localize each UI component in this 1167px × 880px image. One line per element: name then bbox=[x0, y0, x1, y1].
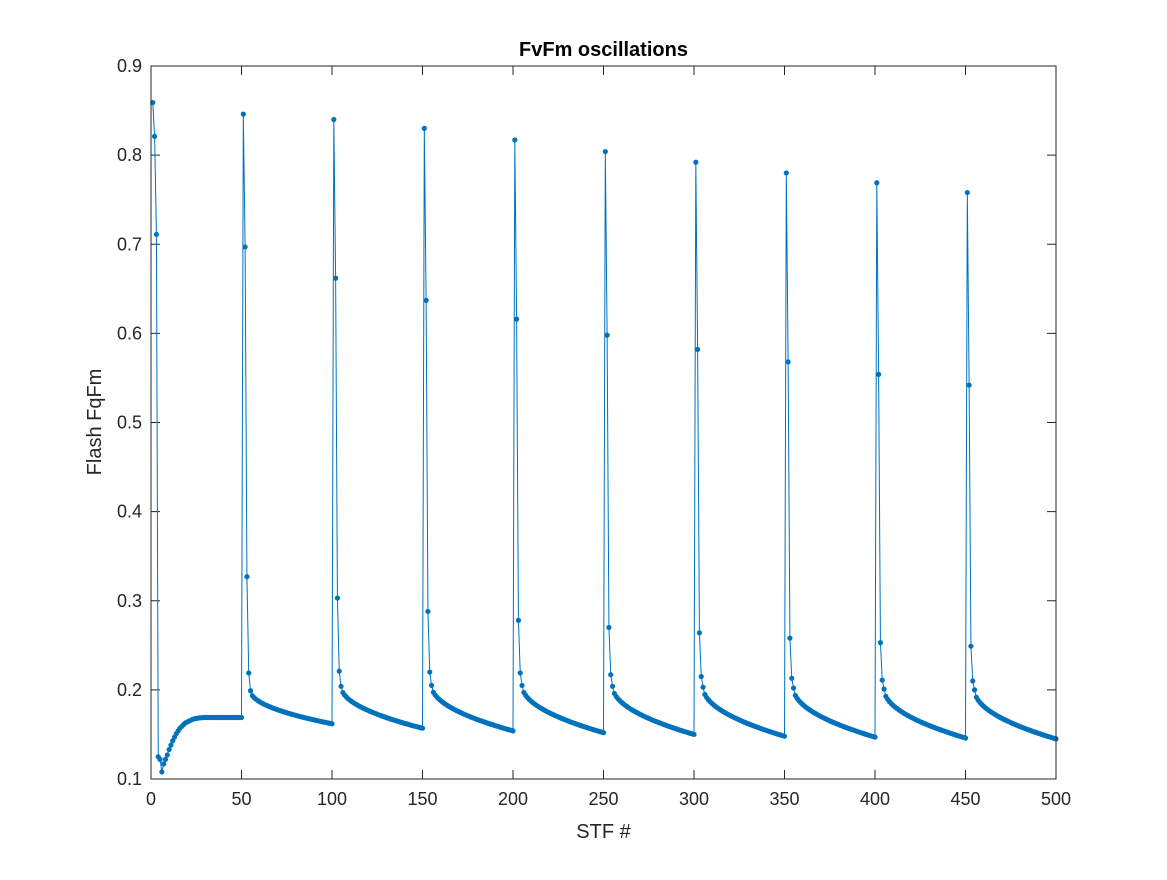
data-point bbox=[971, 687, 978, 693]
data-point bbox=[419, 725, 426, 731]
data-point bbox=[700, 684, 706, 690]
data-point bbox=[964, 189, 970, 196]
data-point bbox=[789, 675, 795, 681]
y-tick-label: 0.4 bbox=[117, 502, 142, 522]
x-tick-label: 450 bbox=[950, 789, 980, 809]
data-point bbox=[519, 682, 525, 689]
y-tick-label: 0.3 bbox=[117, 591, 142, 611]
data-point bbox=[693, 159, 699, 165]
data-point bbox=[785, 359, 791, 365]
data-point bbox=[970, 678, 976, 684]
data-point bbox=[238, 714, 245, 721]
data-point bbox=[602, 148, 608, 155]
data-point bbox=[881, 686, 887, 692]
data-point bbox=[421, 125, 427, 131]
x-tick-label: 50 bbox=[231, 789, 251, 809]
x-tick-label: 500 bbox=[1041, 789, 1071, 809]
data-point bbox=[609, 683, 616, 689]
x-tick-label: 200 bbox=[498, 789, 528, 809]
data-point bbox=[153, 231, 160, 238]
data-point bbox=[696, 630, 703, 636]
data-point bbox=[962, 735, 969, 741]
y-tick-label: 0.8 bbox=[117, 145, 142, 165]
data-point bbox=[877, 640, 884, 646]
data-point bbox=[879, 677, 885, 683]
data-point bbox=[164, 752, 170, 758]
data-point bbox=[606, 624, 612, 631]
data-point bbox=[790, 685, 797, 691]
data-point bbox=[691, 731, 697, 738]
data-point bbox=[512, 137, 518, 143]
x-tick-label: 400 bbox=[860, 789, 890, 809]
data-point bbox=[246, 670, 252, 676]
x-tick-label: 350 bbox=[769, 789, 799, 809]
plot-frame bbox=[150, 65, 1057, 780]
data-layer bbox=[150, 99, 1059, 775]
data-point bbox=[604, 332, 610, 338]
data-point bbox=[514, 316, 520, 322]
data-point bbox=[872, 734, 878, 740]
y-tick-label: 0.9 bbox=[117, 56, 142, 76]
data-point bbox=[244, 574, 250, 580]
data-point bbox=[515, 617, 522, 623]
data-point bbox=[425, 608, 431, 615]
y-tick-label: 0.5 bbox=[117, 413, 142, 433]
data-point bbox=[240, 111, 246, 117]
data-point bbox=[787, 635, 793, 641]
data-point bbox=[781, 733, 788, 739]
data-point bbox=[334, 595, 341, 601]
data-point bbox=[874, 180, 880, 186]
data-point bbox=[427, 669, 433, 675]
y-tick-label: 0.1 bbox=[117, 769, 142, 789]
data-point bbox=[608, 672, 614, 678]
data-point bbox=[242, 244, 248, 250]
data-point bbox=[152, 133, 158, 140]
data-point bbox=[331, 116, 337, 123]
ticks-layer: 0 50 100 150 200 250 300 350 400 450 500 0.1 0.2 0.3 0… bbox=[117, 56, 1071, 809]
x-axis-label: STF # bbox=[576, 821, 631, 843]
data-point bbox=[600, 730, 607, 736]
chart-title: FvFm oscillations bbox=[519, 39, 688, 61]
data-point bbox=[968, 643, 974, 649]
data-point bbox=[695, 346, 701, 353]
data-point bbox=[157, 756, 163, 762]
y-axis-label: Flash FqFm bbox=[84, 369, 106, 476]
data-point bbox=[162, 756, 169, 762]
y-tick-label: 0.7 bbox=[117, 234, 142, 254]
data-point bbox=[247, 688, 254, 694]
data-point bbox=[428, 682, 435, 689]
x-tick-label: 150 bbox=[407, 789, 437, 809]
x-tick-label: 300 bbox=[679, 789, 709, 809]
x-tick-label: 250 bbox=[588, 789, 618, 809]
data-point bbox=[168, 742, 174, 748]
data-point bbox=[510, 728, 516, 734]
data-point bbox=[159, 769, 165, 775]
data-point bbox=[966, 382, 972, 388]
y-tick-label: 0.2 bbox=[117, 680, 142, 700]
data-point bbox=[150, 99, 156, 106]
data-point bbox=[876, 371, 882, 377]
data-point bbox=[166, 746, 172, 753]
data-point bbox=[783, 170, 789, 176]
data-point bbox=[161, 761, 167, 767]
data-point bbox=[338, 683, 344, 689]
data-point bbox=[423, 297, 429, 303]
data-point bbox=[336, 668, 342, 674]
data-point bbox=[333, 275, 339, 281]
x-tick-label: 100 bbox=[317, 789, 347, 809]
data-point bbox=[698, 673, 704, 680]
y-tick-label: 0.6 bbox=[117, 323, 142, 343]
data-point bbox=[329, 721, 335, 727]
x-tick-label: 0 bbox=[146, 789, 156, 809]
data-point bbox=[517, 670, 523, 676]
